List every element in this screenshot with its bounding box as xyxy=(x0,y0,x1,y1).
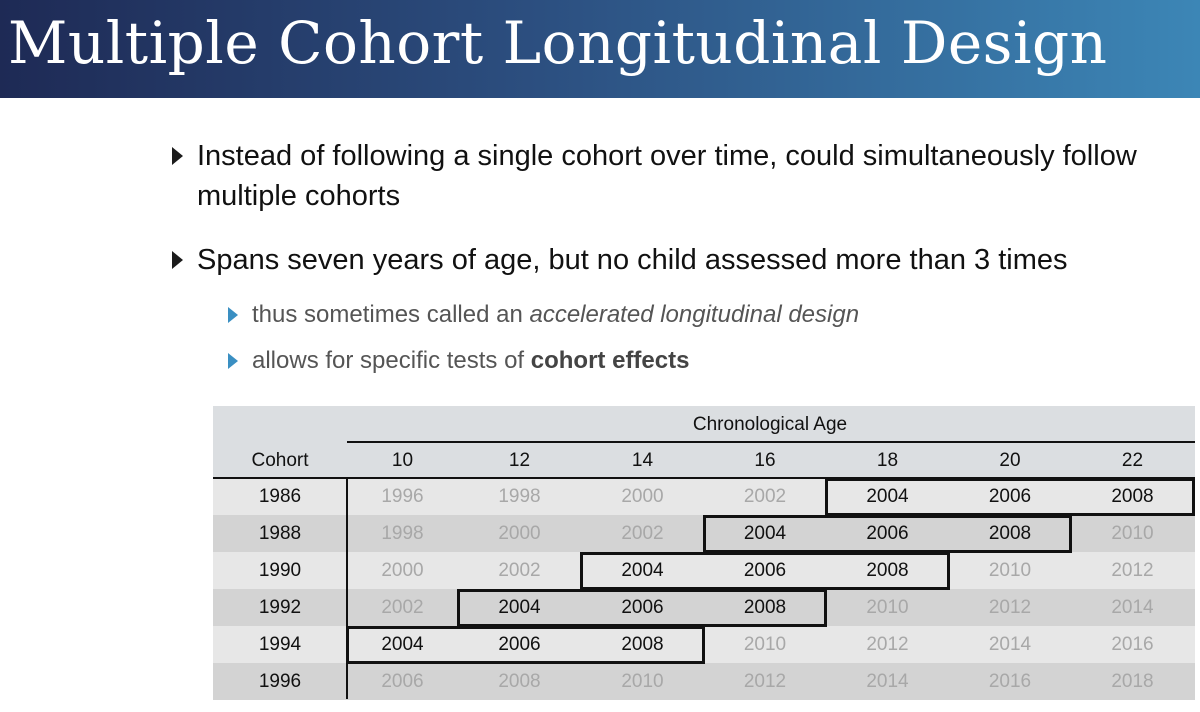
table-row xyxy=(213,663,1195,700)
subbullet-item: thus sometimes called an accelerated lon… xyxy=(170,298,1180,332)
bullet-text: Instead of following a single cohort ove… xyxy=(197,140,1137,212)
bullet-item: Instead of following a single cohort ove… xyxy=(170,136,1180,216)
table-cell: 2006 xyxy=(988,486,1032,507)
table-cell: 2008 xyxy=(498,671,541,692)
assessment-window-box xyxy=(346,626,705,664)
bullet-text: Spans seven years of age, but no child a… xyxy=(197,244,1068,276)
table-cell: 2010 xyxy=(988,560,1032,581)
table-cell: 2016 xyxy=(988,671,1032,692)
table-cell: 2000 xyxy=(381,560,424,581)
chronological-age-header: Chronological Age xyxy=(692,414,848,435)
table-row xyxy=(213,478,1195,515)
assessment-window-box xyxy=(825,478,1195,516)
age-column-header: 22 xyxy=(1121,450,1144,471)
cohort-column-header: Cohort xyxy=(251,450,309,471)
cohort-label: 1986 xyxy=(258,486,302,507)
age-column-header: 12 xyxy=(508,450,531,471)
table-cell: 2004 xyxy=(866,486,909,507)
table-cell: 2014 xyxy=(988,634,1032,655)
table-cell: 2008 xyxy=(988,523,1032,544)
table-cell: 2008 xyxy=(621,634,664,655)
cohort-label: 1992 xyxy=(258,597,302,618)
cohort-label: 1990 xyxy=(258,560,302,581)
table-cell: 2004 xyxy=(381,634,424,655)
subbullet-item: allows for specific tests of cohort effe… xyxy=(170,344,1180,378)
age-column-header: 20 xyxy=(999,450,1021,471)
table-cell: 2006 xyxy=(381,671,424,692)
table-cell: 1998 xyxy=(498,486,541,507)
table-cell: 2010 xyxy=(743,634,787,655)
table-cell: 2014 xyxy=(1111,597,1154,618)
table-cell: 2002 xyxy=(743,486,787,507)
assessment-window-box xyxy=(703,515,1072,553)
table-cell: 2004 xyxy=(621,560,664,581)
bullet-list: Instead of following a single cohort ove… xyxy=(170,136,1180,396)
table-cell: 2006 xyxy=(498,634,541,655)
cohort-divider xyxy=(346,478,348,699)
age-column-header: 10 xyxy=(391,450,414,471)
table-cell: 2014 xyxy=(866,671,909,692)
subbullet-text: allows for specific tests of xyxy=(252,347,531,374)
table-cell: 2008 xyxy=(866,560,909,581)
subbullet-bold: cohort effects xyxy=(530,347,690,374)
cohort-label: 1988 xyxy=(258,523,302,544)
table-row xyxy=(213,589,1195,626)
table-cell: 2004 xyxy=(498,597,541,618)
table-cell: 1998 xyxy=(381,523,424,544)
table-cell: 2008 xyxy=(743,597,787,618)
assessment-window-box xyxy=(457,589,827,627)
age-column-header: 18 xyxy=(876,450,899,471)
assessment-window-box xyxy=(580,552,950,590)
table-cell: 2008 xyxy=(1111,486,1154,507)
table-cell: 2002 xyxy=(498,560,541,581)
table-cell: 2010 xyxy=(621,671,664,692)
table-cell: 2006 xyxy=(743,560,787,581)
table-cell: 2002 xyxy=(381,597,424,618)
table-cell: 2012 xyxy=(743,671,787,692)
table-cell: 2010 xyxy=(866,597,909,618)
bullet-arrow-icon xyxy=(172,251,183,269)
subbullet-text: thus sometimes called an xyxy=(252,301,530,328)
table-cell: 2010 xyxy=(1111,523,1154,544)
bullet-item: Spans seven years of age, but no child a… xyxy=(170,240,1180,280)
cohort-label: 1994 xyxy=(258,634,302,655)
table-cell: 2016 xyxy=(1111,634,1154,655)
subbullet-emphasis: accelerated longitudinal design xyxy=(529,301,860,328)
cohort-label: 1996 xyxy=(258,671,302,692)
table-cell: 2018 xyxy=(1111,671,1154,692)
table-cell: 2002 xyxy=(621,523,664,544)
table-cell: 2006 xyxy=(866,523,909,544)
slide-title: Multiple Cohort Longitudinal Design xyxy=(8,9,1108,77)
table-cell: 2004 xyxy=(743,523,787,544)
table-cell: 2006 xyxy=(621,597,664,618)
table-row xyxy=(213,552,1195,589)
header-rule xyxy=(213,477,1195,479)
title-bar: Multiple Cohort Longitudinal Design xyxy=(0,0,1200,98)
table-cell: 2000 xyxy=(498,523,541,544)
subbullet-arrow-icon xyxy=(228,353,238,369)
age-column-header: 14 xyxy=(631,450,654,471)
table-cell: 2012 xyxy=(988,597,1032,618)
age-column-header: 16 xyxy=(754,450,776,471)
header-rule xyxy=(347,441,1195,443)
bullet-arrow-icon xyxy=(172,147,183,165)
table-cell: 2012 xyxy=(1111,560,1154,581)
table-cell: 1996 xyxy=(381,486,424,507)
table-cell: 2012 xyxy=(866,634,909,655)
table-cell: 2000 xyxy=(621,486,664,507)
subbullet-arrow-icon xyxy=(228,307,238,323)
